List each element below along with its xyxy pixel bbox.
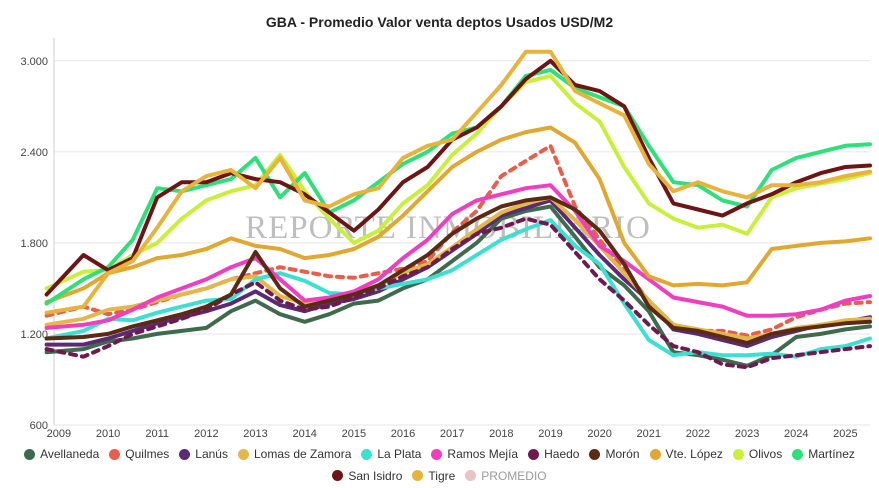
legend-label: Tigre [428,468,456,483]
series-line-san-isidro [44,58,872,297]
x-tick-label: 2016 [391,428,415,440]
legend-label: Haedo [544,447,580,461]
x-tick-label: 2010 [96,428,120,440]
legend-item[interactable]: La Plata [361,444,421,464]
legend-item[interactable]: Quilmes [109,444,169,464]
series-line-tigre [44,49,872,315]
legend-label: Lomas de Zamora [253,447,352,461]
series-line-quilmes [44,143,872,338]
legend-marker-icon [792,448,804,460]
x-tick-label: 2023 [735,428,759,440]
legend-marker-icon [332,470,344,481]
series-line-la-plata [44,218,872,359]
series-line-lomas-de-zamora [44,195,872,341]
legend-item[interactable]: Haedo [528,444,579,464]
legend-marker-icon [732,448,744,460]
series-line-mart-nez [44,67,872,306]
x-tick-label: 2020 [587,428,611,440]
legend-item[interactable]: Tigre [412,466,455,486]
legend-marker-icon [179,448,191,460]
legend-item[interactable]: Martínez [792,444,855,464]
legend-marker-icon [412,470,424,481]
series-line-ramos-mej-a [44,183,872,330]
legend-marker-icon [237,448,249,460]
legend-item[interactable]: San Isidro [332,466,402,486]
y-axis: 600 1.200 1.800 2.400 3.000 [20,38,55,432]
series-line-mor-n [44,195,872,345]
y-tick-label: 600 [30,420,48,432]
legend-item[interactable]: PROMEDIO [465,466,547,486]
legend-item[interactable]: Morón [589,444,640,464]
legend-marker-icon [431,448,443,460]
x-tick-label: 2013 [243,428,267,440]
x-tick-label: 2015 [342,428,366,440]
x-tick-label: 2024 [784,428,808,440]
y-tick-label: 2.400 [20,147,48,159]
legend-label: Avellaneda [40,447,100,461]
x-tick-label: 2009 [47,428,71,440]
chart-plot: 600 1.200 1.800 2.400 3.000 2009 2010 2011 2012… [20,38,872,440]
legend-item[interactable]: Olivos [732,444,783,464]
legend-item[interactable]: Ramos Mejía [431,444,518,464]
legend-label: PROMEDIO [481,468,547,483]
legend-label: La Plata [377,447,422,461]
legend: Avellaneda Quilmes Lanús Lomas de Zamora La … [0,444,879,487]
legend-label: Morón [605,447,640,461]
legend-label: San Isidro [348,468,403,483]
legend-label: Vte. López [665,447,723,461]
chart-title: GBA - Promedio Valor venta deptos Usados… [265,14,614,30]
legend-item[interactable]: Lanús [179,444,228,464]
legend-label: Olivos [748,447,783,461]
legend-item[interactable]: Vte. López [649,444,723,464]
legend-label: Quilmes [125,447,170,461]
legend-label: Ramos Mejía [447,447,519,461]
series-line-avellaneda [44,204,872,368]
legend-marker-icon [589,448,601,460]
legend-marker-icon [465,470,477,481]
legend-label: Martínez [808,447,855,461]
legend-label: Lanús [195,447,228,461]
legend-item[interactable]: Avellaneda [24,444,99,464]
x-tick-label: 2021 [637,428,661,440]
legend-marker-icon [24,448,36,460]
series-layer [44,49,872,370]
y-tick-label: 1.800 [20,238,48,250]
x-tick-label: 2012 [194,428,218,440]
legend-item[interactable]: Lomas de Zamora [237,444,352,464]
series-line-haedo [44,216,872,370]
legend-marker-icon [649,448,661,460]
series-line-vte-l-pez [44,125,872,305]
y-tick-label: 3.000 [20,56,48,68]
y-tick-label: 1.200 [20,329,48,341]
series-line-olivos [44,73,872,291]
x-tick-label: 2025 [833,428,857,440]
x-axis: 2009 2010 2011 2012 2013 2014 2015 2016 2017 2018… [47,428,858,440]
x-tick-label: 2011 [145,428,169,440]
legend-marker-icon [109,448,121,460]
legend-marker-icon [528,448,540,460]
x-tick-label: 2018 [489,428,513,440]
x-tick-label: 2022 [686,428,710,440]
x-tick-label: 2014 [292,428,316,440]
x-tick-label: 2019 [538,428,562,440]
x-tick-label: 2017 [440,428,464,440]
legend-marker-icon [361,448,373,460]
